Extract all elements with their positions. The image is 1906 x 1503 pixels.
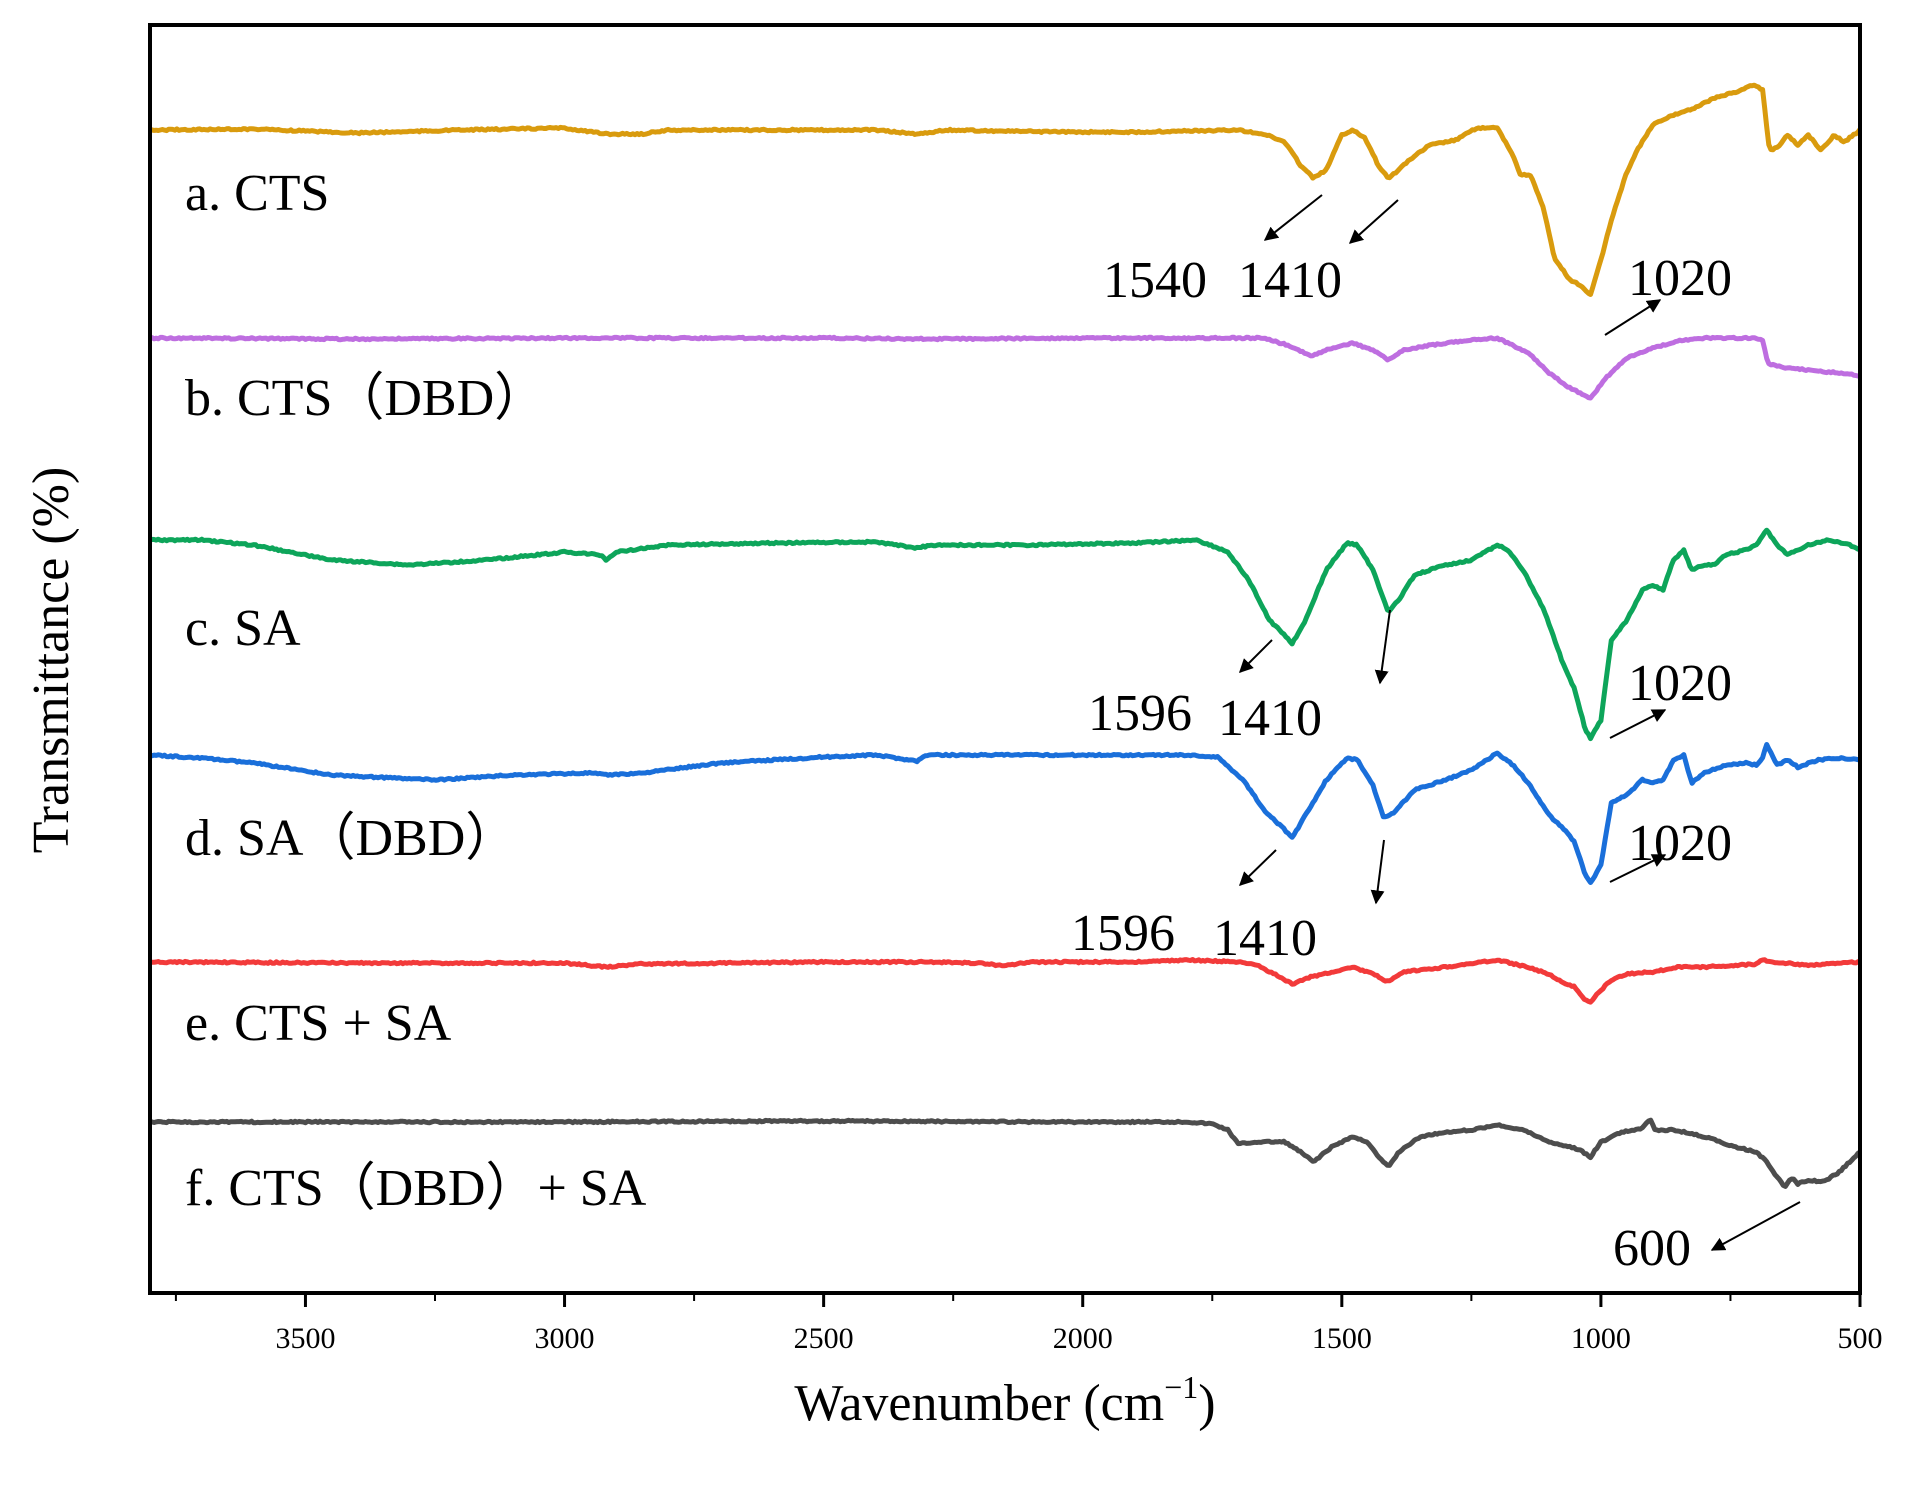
x-axis-ticks: 3500 3000 2500 2000 1500 1000 500 (174, 1293, 1883, 1355)
annotation-label-5: 1410 (1218, 690, 1322, 747)
series-label-layer: a. CTS b. CTS（DBD） c. SA d. SA（DBD） e. CTS +… (185, 165, 647, 1217)
y-axis-title: Transmittance (%) (23, 467, 80, 854)
series-label-1: a. CTS (185, 165, 329, 222)
annotation-label-1: 1540 (1103, 252, 1207, 309)
annotation-arrow-5 (1374, 609, 1391, 685)
x-tick-label-1000: 1000 (1571, 1322, 1631, 1355)
annotation-arrow-1 (1263, 194, 1323, 241)
annotation-label-7: 1596 (1071, 905, 1175, 962)
annotation-label-4: 1596 (1088, 685, 1192, 742)
series-line-1 (149, 82, 1863, 297)
x-axis-title: Wavenumber (cm−1) (794, 1369, 1215, 1432)
series-line-3 (148, 527, 1861, 742)
x-tick-label-1500: 1500 (1312, 1322, 1372, 1355)
annotation-arrow-3 (1604, 299, 1662, 336)
annotation-label-2: 1410 (1238, 252, 1342, 309)
series-label-6: f. CTS（DBD）+ SA (185, 1160, 647, 1217)
annotation-arrow-2 (1348, 199, 1399, 244)
x-tick-label-3500: 3500 (275, 1322, 335, 1355)
annotation-arrow-7 (1238, 849, 1277, 886)
series-label-5: e. CTS + SA (185, 995, 452, 1052)
annotation-arrow-9 (1609, 854, 1667, 883)
series-line-2 (149, 334, 1861, 401)
series-label-4: d. SA（DBD） (185, 810, 517, 867)
series-layer (148, 82, 1863, 1189)
x-tick-label-2500: 2500 (794, 1322, 854, 1355)
annotation-label-6: 1020 (1628, 655, 1732, 712)
annotation-label-3: 1020 (1628, 250, 1732, 307)
annotation-arrow-6 (1609, 709, 1667, 739)
x-tick-label-500: 500 (1838, 1322, 1883, 1355)
series-label-2: b. CTS（DBD） (185, 370, 546, 427)
x-tick-label-3000: 3000 (535, 1322, 595, 1355)
annotation-label-10: 600 (1613, 1220, 1691, 1277)
annotation-label-9: 1020 (1628, 815, 1732, 872)
annotation-layer: 1540 1410 1020 1596 1410 1020 1596 1410 1020 600 (1071, 194, 1801, 1277)
x-tick-label-2000: 2000 (1053, 1322, 1113, 1355)
annotation-arrow-4 (1239, 639, 1273, 673)
annotation-arrow-10 (1710, 1201, 1801, 1251)
plot-frame (148, 23, 1862, 1295)
annotation-arrow-8 (1370, 839, 1385, 905)
series-line-5 (149, 957, 1861, 1005)
series-label-3: c. SA (185, 600, 301, 657)
series-line-4 (149, 742, 1861, 885)
series-line-6 (149, 1117, 1862, 1189)
annotation-label-8: 1410 (1213, 910, 1317, 967)
